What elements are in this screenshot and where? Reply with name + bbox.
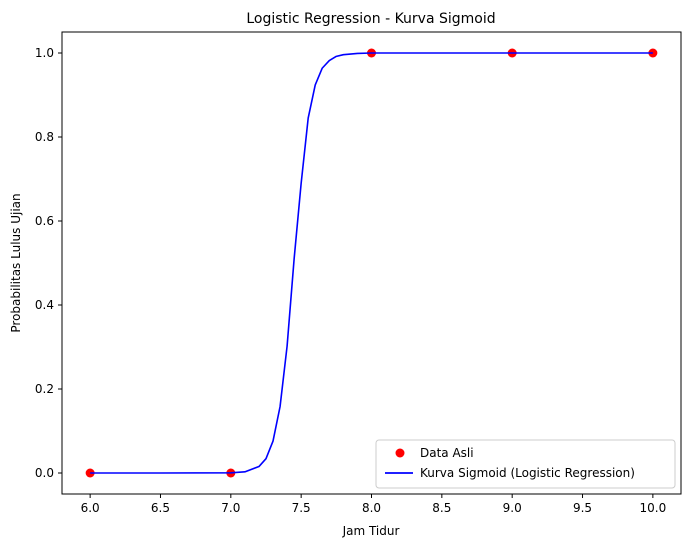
y-axis-ticks: 0.0 0.2 0.4 0.6 0.8 1.0 xyxy=(35,46,62,480)
x-axis-ticks: 6.0 6.5 7.0 7.5 8.0 8.5 9.0 9.5 10.0 xyxy=(81,494,667,515)
y-tick-label: 0.2 xyxy=(35,382,54,396)
y-tick-label: 0.8 xyxy=(35,130,54,144)
data-point xyxy=(85,468,95,478)
x-tick-label: 7.0 xyxy=(221,501,240,515)
x-tick-label: 8.5 xyxy=(432,501,451,515)
plot-area xyxy=(61,31,682,495)
x-tick-label: 6.0 xyxy=(81,501,100,515)
data-point xyxy=(648,48,658,58)
legend-label-sigmoid: Kurva Sigmoid (Logistic Regression) xyxy=(420,466,635,480)
y-tick-label: 0.0 xyxy=(35,466,54,480)
x-tick-label: 8.0 xyxy=(362,501,381,515)
legend-box xyxy=(375,439,676,489)
x-tick-label: 7.5 xyxy=(292,501,311,515)
y-tick-label: 0.4 xyxy=(35,298,54,312)
x-tick-label: 10.0 xyxy=(640,501,667,515)
x-tick-label: 6.5 xyxy=(151,501,170,515)
legend-marker-data-asli xyxy=(395,448,405,458)
chart-title: Logistic Regression - Kurva Sigmoid xyxy=(246,11,495,27)
y-tick-label: 1.0 xyxy=(35,46,54,60)
y-axis-label: Probabilitas Lulus Ujian xyxy=(9,193,23,332)
legend-label-data-asli: Data Asli xyxy=(420,446,474,460)
series-layer xyxy=(85,48,658,478)
x-axis-label: Jam Tidur xyxy=(342,524,400,538)
y-tick-label: 0.6 xyxy=(35,214,54,228)
sigmoid-curve-line xyxy=(90,52,653,474)
x-tick-label: 9.5 xyxy=(573,501,592,515)
legend: Data Asli Kurva Sigmoid (Logistic Regres… xyxy=(375,439,676,489)
x-tick-label: 9.0 xyxy=(503,501,522,515)
